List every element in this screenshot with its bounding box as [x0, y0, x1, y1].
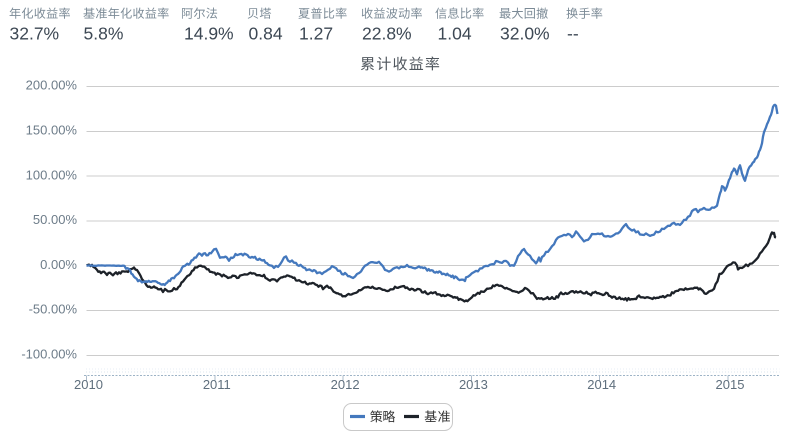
svg-text:5.8%: 5.8% — [84, 24, 124, 44]
svg-text:150.00%: 150.00% — [26, 123, 78, 138]
svg-text:1.27: 1.27 — [299, 24, 333, 44]
svg-text:22.8%: 22.8% — [362, 24, 412, 44]
svg-text:2011: 2011 — [203, 377, 231, 392]
svg-text:100.00%: 100.00% — [26, 167, 78, 182]
svg-text:2010: 2010 — [74, 377, 103, 392]
svg-text:2015: 2015 — [716, 377, 745, 392]
svg-text:0.84: 0.84 — [249, 24, 283, 44]
svg-text:2014: 2014 — [587, 377, 616, 392]
svg-text:2012: 2012 — [331, 377, 360, 392]
svg-text:2013: 2013 — [459, 377, 488, 392]
svg-text:1.04: 1.04 — [438, 24, 472, 44]
svg-text:-50.00%: -50.00% — [29, 302, 78, 317]
svg-text:-100.00%: -100.00% — [21, 347, 77, 362]
svg-text:--: -- — [567, 24, 579, 44]
svg-text:14.9%: 14.9% — [184, 24, 234, 44]
svg-text:32.7%: 32.7% — [10, 24, 60, 44]
svg-text:50.00%: 50.00% — [33, 212, 78, 227]
svg-text:200.00%: 200.00% — [26, 78, 78, 93]
svg-text:0.00%: 0.00% — [40, 257, 77, 272]
svg-text:32.0%: 32.0% — [500, 24, 550, 44]
